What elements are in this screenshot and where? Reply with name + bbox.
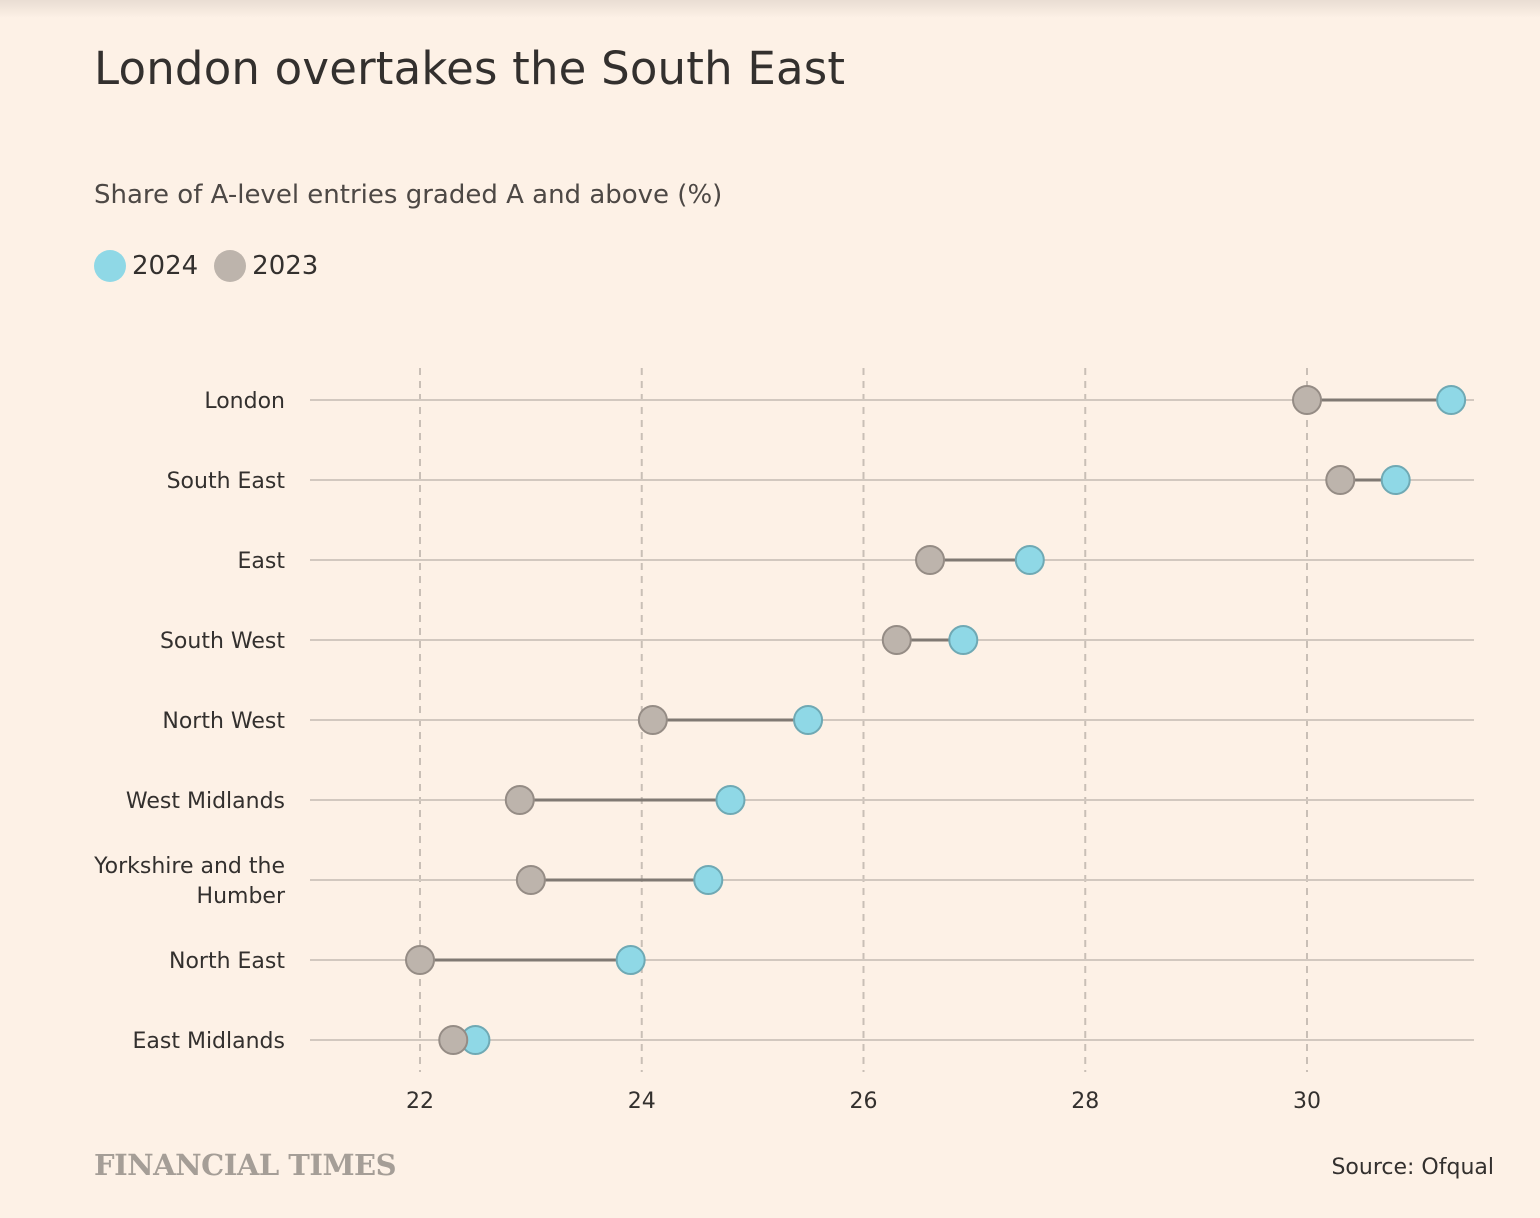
dot-2024: [793, 705, 824, 735]
dot-2023: [504, 785, 535, 815]
region-label: North West: [162, 709, 285, 734]
x-tick-label: 28: [1071, 1089, 1099, 1114]
x-tick-label: 22: [406, 1089, 434, 1114]
financial-times-logo: FINANCIAL TIMES: [94, 1148, 397, 1182]
dot-2023: [881, 625, 912, 655]
x-tick-label: 30: [1293, 1089, 1321, 1114]
chart-title: London overtakes the South East: [94, 42, 846, 95]
region-label-line: Humber: [197, 884, 286, 909]
x-tick-label: 24: [628, 1089, 656, 1114]
region-label-line: Yorkshire and the: [93, 854, 285, 879]
region-label: North East: [169, 949, 285, 974]
legend-swatch-2023: [214, 250, 247, 282]
dot-2024: [1380, 465, 1411, 495]
region-label: East Midlands: [133, 1029, 286, 1054]
dot-2023: [1325, 465, 1356, 495]
dot-2024: [615, 945, 646, 975]
source-note: Source: Ofqual: [1331, 1155, 1494, 1180]
legend-label-2023: 2023: [252, 251, 319, 281]
top-shadow: [0, 0, 1540, 18]
region-label: South East: [167, 469, 286, 494]
dot-2023: [438, 1025, 469, 1055]
region-label: Yorkshire and the Humber: [93, 854, 286, 909]
region-label: East: [238, 549, 286, 574]
dot-2024: [693, 865, 724, 895]
legend-swatch-2024: [94, 250, 126, 282]
dot-2024: [1014, 545, 1045, 575]
dot-2024: [948, 625, 979, 655]
region-label: West Midlands: [126, 789, 285, 814]
legend-item-2023: 2023: [214, 250, 318, 282]
x-tick-label: 26: [850, 1089, 878, 1114]
legend: 2024 2023: [94, 249, 334, 283]
dot-2023: [405, 945, 435, 975]
dot-2023: [515, 865, 546, 895]
dot-2023: [637, 705, 668, 735]
region-label: London: [204, 389, 285, 414]
dot-2024: [1436, 385, 1467, 415]
dot-2023: [915, 545, 946, 575]
legend-label-2024: 2024: [132, 251, 199, 281]
dot-2023: [1292, 385, 1322, 415]
legend-item-2024: 2024: [94, 250, 198, 282]
chart-subtitle: Share of A-level entries graded A and ab…: [94, 180, 723, 210]
dot-2024: [715, 785, 746, 815]
region-label: South West: [160, 629, 285, 654]
